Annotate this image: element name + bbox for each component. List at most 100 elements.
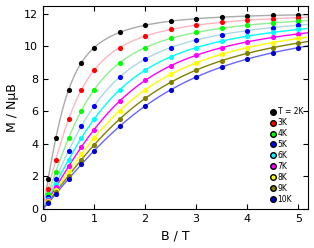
Point	[270, 17, 275, 21]
Point	[117, 31, 122, 34]
Point	[219, 32, 224, 36]
Point	[194, 23, 199, 27]
Point	[79, 158, 84, 162]
Point	[168, 80, 173, 84]
Point	[92, 143, 97, 147]
Point	[270, 35, 275, 39]
Point	[79, 136, 84, 140]
Point	[79, 152, 84, 156]
Point	[79, 145, 84, 149]
Point	[117, 46, 122, 50]
Point	[194, 17, 199, 21]
Point	[92, 104, 97, 108]
Point	[219, 52, 224, 56]
Point	[117, 61, 122, 65]
Point	[79, 162, 84, 166]
Point	[168, 72, 173, 76]
Point	[46, 199, 51, 203]
Point	[46, 177, 51, 181]
Point	[245, 18, 250, 22]
Legend: T = 2K, 3K, 4K, 5K, 6K, 7K, 8K, 9K, 10K: T = 2K, 3K, 4K, 5K, 6K, 7K, 8K, 9K, 10K	[270, 106, 305, 205]
Point	[53, 188, 58, 192]
Point	[92, 68, 97, 72]
Point	[168, 46, 173, 50]
Point	[117, 109, 122, 113]
Point	[143, 96, 148, 100]
Point	[219, 26, 224, 30]
Point	[66, 117, 71, 121]
Point	[53, 158, 58, 162]
Point	[270, 46, 275, 50]
Point	[245, 57, 250, 61]
Point	[245, 51, 250, 55]
Point	[245, 29, 250, 32]
Point	[92, 127, 97, 131]
Point	[270, 21, 275, 25]
Point	[117, 75, 122, 79]
Point	[117, 99, 122, 103]
Point	[194, 53, 199, 57]
Point	[46, 195, 51, 199]
Point	[296, 28, 301, 31]
Point	[219, 15, 224, 19]
Point	[92, 117, 97, 121]
Point	[296, 46, 301, 50]
Point	[46, 200, 51, 204]
Point	[53, 170, 58, 174]
Point	[66, 88, 71, 92]
Point	[46, 192, 51, 196]
Point	[296, 19, 301, 23]
Point	[143, 57, 148, 61]
Point	[66, 164, 71, 168]
Point	[168, 28, 173, 31]
Point	[168, 19, 173, 23]
Point	[270, 13, 275, 17]
Point	[143, 104, 148, 108]
Point	[143, 23, 148, 27]
Point	[53, 185, 58, 189]
Point	[194, 46, 199, 50]
Point	[194, 68, 199, 72]
Point	[66, 149, 71, 153]
Point	[219, 65, 224, 69]
Point	[79, 124, 84, 128]
Point	[53, 177, 58, 181]
Point	[143, 46, 148, 50]
Point	[66, 136, 71, 140]
Point	[296, 41, 301, 45]
Point	[270, 31, 275, 34]
Point	[46, 187, 51, 191]
Point	[270, 51, 275, 55]
Point	[143, 88, 148, 92]
Point	[270, 40, 275, 44]
Point	[296, 23, 301, 27]
Point	[117, 88, 122, 92]
Point	[66, 170, 71, 174]
Point	[245, 40, 250, 44]
Point	[92, 46, 97, 50]
Point	[219, 20, 224, 24]
Point	[46, 201, 51, 205]
Point	[168, 88, 173, 92]
Point	[46, 198, 51, 202]
Point	[117, 117, 122, 121]
Point	[168, 64, 173, 68]
Point	[92, 136, 97, 140]
Point	[143, 68, 148, 72]
Point	[245, 14, 250, 18]
Point	[79, 88, 84, 92]
Point	[296, 13, 301, 17]
Point	[296, 36, 301, 40]
Point	[53, 190, 58, 194]
Point	[53, 192, 58, 196]
Point	[46, 197, 51, 201]
Point	[194, 38, 199, 42]
Point	[219, 59, 224, 63]
Point	[245, 46, 250, 50]
X-axis label: B / T: B / T	[161, 229, 190, 243]
Point	[79, 61, 84, 65]
Point	[194, 61, 199, 65]
Point	[219, 46, 224, 50]
Point	[92, 88, 97, 92]
Point	[92, 149, 97, 153]
